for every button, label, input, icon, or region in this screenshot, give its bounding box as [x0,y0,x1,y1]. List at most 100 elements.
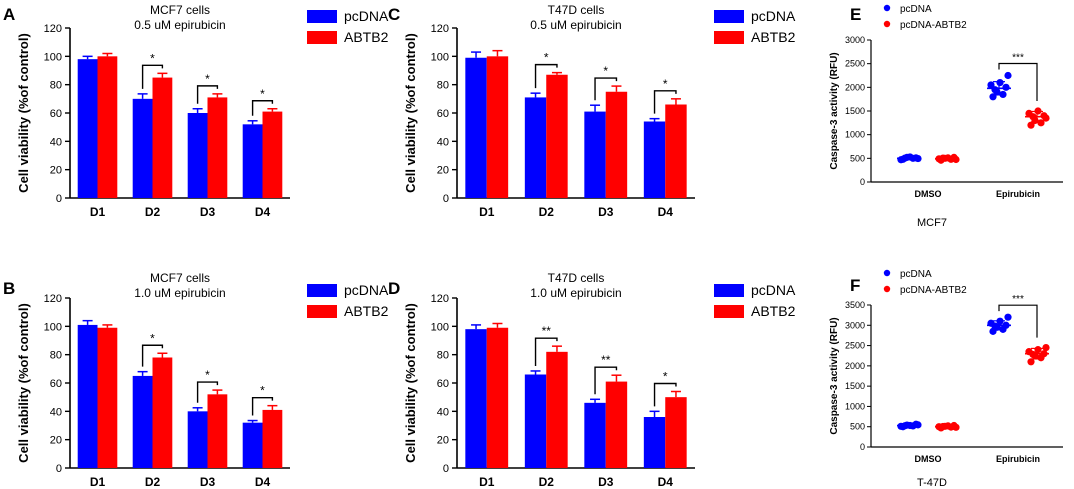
bar-abtb2 [262,111,283,198]
chart-subtitle: 1.0 uM epirubicin [134,286,225,300]
chart-title: MCF7 cells [150,3,210,17]
significance-bracket [534,337,558,366]
y-tick-label: 100 [431,321,449,333]
data-point-pcdna [1002,83,1010,91]
significance-marker: * [544,51,549,65]
significance-bracket [653,90,677,114]
y-tick-label: 0 [443,193,449,205]
bar-abtb2 [207,394,228,468]
y-axis-label: Cell viability (%of control) [16,33,31,193]
legend-swatch-abtb2 [307,31,337,44]
legend-swatch-pcdna [307,10,337,23]
chart-subtitle: 1.0 uM epirubicin [530,286,621,300]
bar-abtb2 [486,56,509,199]
y-tick-label: 120 [431,293,449,305]
legend-label: pcDNA [344,8,389,24]
y-tick-label: 3000 [845,320,865,330]
bar-abtb2 [605,91,628,198]
legend-swatch-abtb2 [307,305,337,318]
bar-abtb2 [207,97,228,198]
bar-pcdna [524,97,547,198]
significance-marker: * [150,331,155,345]
x-tick-label: D4 [658,205,674,219]
significance-bracket [251,396,274,416]
bar-pcdna [584,402,606,468]
significance-marker: ** [542,324,552,338]
x-axis-label: T-47D [917,477,947,489]
y-tick-label: 500 [850,153,865,163]
y-tick-label: 20 [50,435,62,447]
y-tick-label: 1000 [845,401,865,411]
bar-pcdna [584,111,606,198]
data-point-pcdna-abtb2 [1027,358,1035,366]
y-axis-label: Caspase-3 activity (RFU) [829,317,840,434]
significance-marker: * [663,77,668,91]
data-point-pcdna [1004,71,1012,80]
significance-bracket [141,64,164,89]
bar-pcdna [465,57,487,198]
y-tick-label: 80 [50,350,62,362]
bar-pcdna [643,121,666,198]
bar-pcdna [77,59,98,198]
significance-marker: * [205,368,210,382]
significance-bracket [998,62,1038,101]
bar-pcdna [242,124,263,198]
x-tick-label: D2 [539,205,555,219]
legend-label: pcDNA [900,4,932,15]
legend-label: ABTB2 [751,29,796,45]
y-tick-label: 1500 [845,381,865,391]
x-tick-label: D4 [658,475,674,489]
data-point-pcdna-abtb2 [1029,350,1037,359]
bar-abtb2 [262,409,283,468]
y-tick-label: 100 [431,51,449,63]
significance-bracket [594,366,618,395]
y-tick-label: 20 [437,165,449,177]
y-tick-label: 0 [443,463,449,475]
y-tick-label: 120 [44,293,62,305]
panel-label: E [850,5,861,24]
data-point-pcdna-abtb2 [1042,114,1050,122]
y-tick-label: 80 [437,80,449,92]
legend-label: ABTB2 [344,303,389,319]
panel-label: F [850,276,860,295]
y-tick-label: 40 [437,406,449,418]
y-tick-label: 120 [431,23,449,35]
significance-bracket [653,382,677,407]
bar-abtb2 [665,397,687,468]
panel-label: C [388,5,400,24]
significance-marker: * [663,370,668,384]
bar-pcdna [187,411,208,468]
y-tick-label: 80 [437,350,449,362]
y-tick-label: 2000 [845,82,865,92]
bar-pcdna [187,113,208,198]
significance-marker: * [150,51,155,65]
y-tick-label: 1000 [845,130,865,140]
y-tick-label: 100 [44,51,62,63]
x-tick-label: D4 [255,475,271,489]
x-tick-label: DMSO [915,189,942,199]
bar-abtb2 [152,77,173,198]
significance-bracket [251,100,274,116]
y-axis-label: Caspase-3 activity (RFU) [829,52,840,169]
significance-bracket [998,304,1038,338]
y-tick-label: 1500 [845,106,865,116]
bar-abtb2 [546,351,568,468]
panel-label: D [388,279,400,298]
legend-marker-pcdna-abtb2 [883,20,891,28]
panel-label: A [3,5,15,24]
y-tick-label: 3500 [845,300,865,310]
legend-label: ABTB2 [344,29,389,45]
significance-marker: * [260,384,265,398]
y-tick-label: 0 [860,177,865,187]
x-tick-label: D2 [145,205,161,219]
bar-pcdna [524,374,547,468]
y-tick-label: 3000 [845,35,865,45]
x-tick-label: D3 [200,205,216,219]
significance-marker: * [260,87,265,101]
legend-label: pcDNA-ABTB2 [900,285,967,296]
significance-marker: * [205,72,210,86]
y-tick-label: 100 [44,321,62,333]
